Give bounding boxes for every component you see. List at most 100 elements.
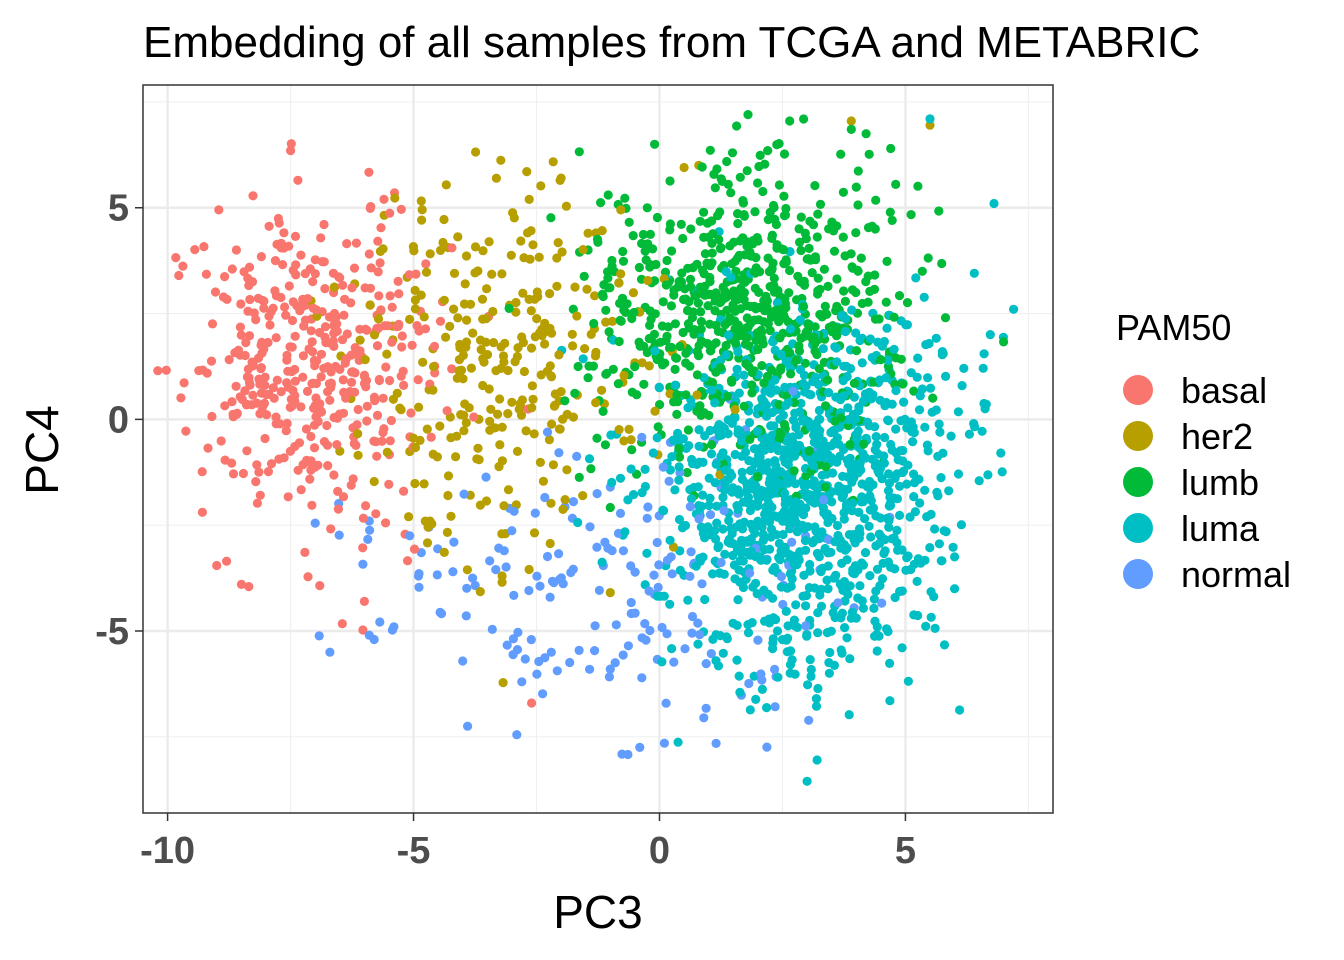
point-lumb <box>615 298 625 308</box>
point-lumb <box>839 286 849 296</box>
point-normal <box>590 646 600 656</box>
point-normal <box>645 625 655 636</box>
point-basal <box>268 383 278 393</box>
point-normal <box>375 617 385 627</box>
point-basal <box>364 249 374 259</box>
point-her2 <box>446 511 456 521</box>
point-luma <box>789 451 800 461</box>
point-her2 <box>442 527 452 538</box>
point-her2 <box>516 410 527 420</box>
point-luma <box>832 357 842 367</box>
point-lumb <box>851 182 861 192</box>
legend-key-normal <box>1123 559 1153 589</box>
point-luma <box>778 445 788 455</box>
point-luma <box>856 497 866 507</box>
point-luma <box>743 537 753 547</box>
point-normal <box>545 592 555 602</box>
point-her2 <box>439 214 449 225</box>
point-lumb <box>685 274 696 284</box>
point-lumb <box>728 302 738 312</box>
point-normal <box>546 647 556 657</box>
point-luma <box>810 498 820 508</box>
point-basal <box>442 406 452 416</box>
point-lumb <box>823 375 833 385</box>
point-normal <box>644 586 654 596</box>
point-basal <box>313 460 323 470</box>
legend-label-normal: normal <box>1181 554 1291 595</box>
point-basal <box>304 344 314 354</box>
point-basal <box>429 341 440 351</box>
point-luma <box>648 448 658 458</box>
point-normal <box>657 622 667 633</box>
point-luma <box>677 523 688 533</box>
point-luma <box>720 465 730 475</box>
point-lumb <box>560 396 570 406</box>
point-her2 <box>484 384 494 394</box>
point-basal <box>222 556 232 566</box>
point-lumb <box>800 358 810 368</box>
point-basal <box>231 381 241 391</box>
point-luma <box>780 457 790 467</box>
point-basal <box>379 194 389 204</box>
point-lumb <box>864 149 874 159</box>
point-luma <box>853 468 863 478</box>
point-luma <box>897 643 907 653</box>
point-luma <box>930 524 940 534</box>
point-luma <box>668 435 678 445</box>
point-lumb <box>671 353 681 363</box>
point-lumb <box>814 364 824 374</box>
point-basal <box>360 324 371 334</box>
point-normal <box>314 631 324 641</box>
point-lumb <box>638 229 649 240</box>
point-basal <box>279 453 289 463</box>
point-basal <box>333 486 343 496</box>
point-luma <box>858 396 869 406</box>
point-basal <box>397 342 407 352</box>
point-lumb <box>832 274 842 284</box>
point-lumb <box>642 203 652 213</box>
point-luma <box>784 512 794 522</box>
point-normal <box>540 492 550 503</box>
point-lumb <box>645 229 656 239</box>
point-luma <box>925 383 936 393</box>
point-lumb <box>747 367 757 378</box>
point-luma <box>803 680 813 690</box>
point-her2 <box>404 512 414 522</box>
point-basal <box>310 361 320 371</box>
point-luma <box>697 501 707 511</box>
point-lumb <box>713 292 723 302</box>
point-luma <box>714 541 724 551</box>
point-basal <box>244 262 255 272</box>
point-basal <box>206 356 217 366</box>
point-luma <box>811 694 822 704</box>
point-luma <box>746 546 756 557</box>
point-lumb <box>751 335 761 346</box>
point-luma <box>795 407 805 417</box>
point-basal <box>387 302 397 312</box>
point-lumb <box>731 338 741 348</box>
point-luma <box>893 545 903 555</box>
point-normal <box>687 628 697 638</box>
point-lumb <box>707 238 717 248</box>
point-basal <box>338 375 348 385</box>
point-luma <box>670 485 680 495</box>
point-her2 <box>528 240 538 250</box>
point-luma <box>865 491 875 501</box>
point-basal <box>385 208 395 218</box>
point-luma <box>934 419 944 429</box>
point-normal <box>649 570 659 580</box>
point-normal <box>637 432 647 442</box>
point-lumb <box>772 140 782 150</box>
point-her2 <box>479 357 489 367</box>
point-her2 <box>511 307 521 317</box>
point-lumb <box>683 425 694 435</box>
point-basal <box>293 465 303 475</box>
point-lumb <box>770 214 780 224</box>
point-her2 <box>552 281 562 291</box>
point-her2 <box>419 312 429 322</box>
point-basal <box>243 364 253 374</box>
point-luma <box>950 584 960 594</box>
point-normal <box>491 565 501 575</box>
point-lumb <box>775 333 785 343</box>
point-her2 <box>586 329 596 339</box>
